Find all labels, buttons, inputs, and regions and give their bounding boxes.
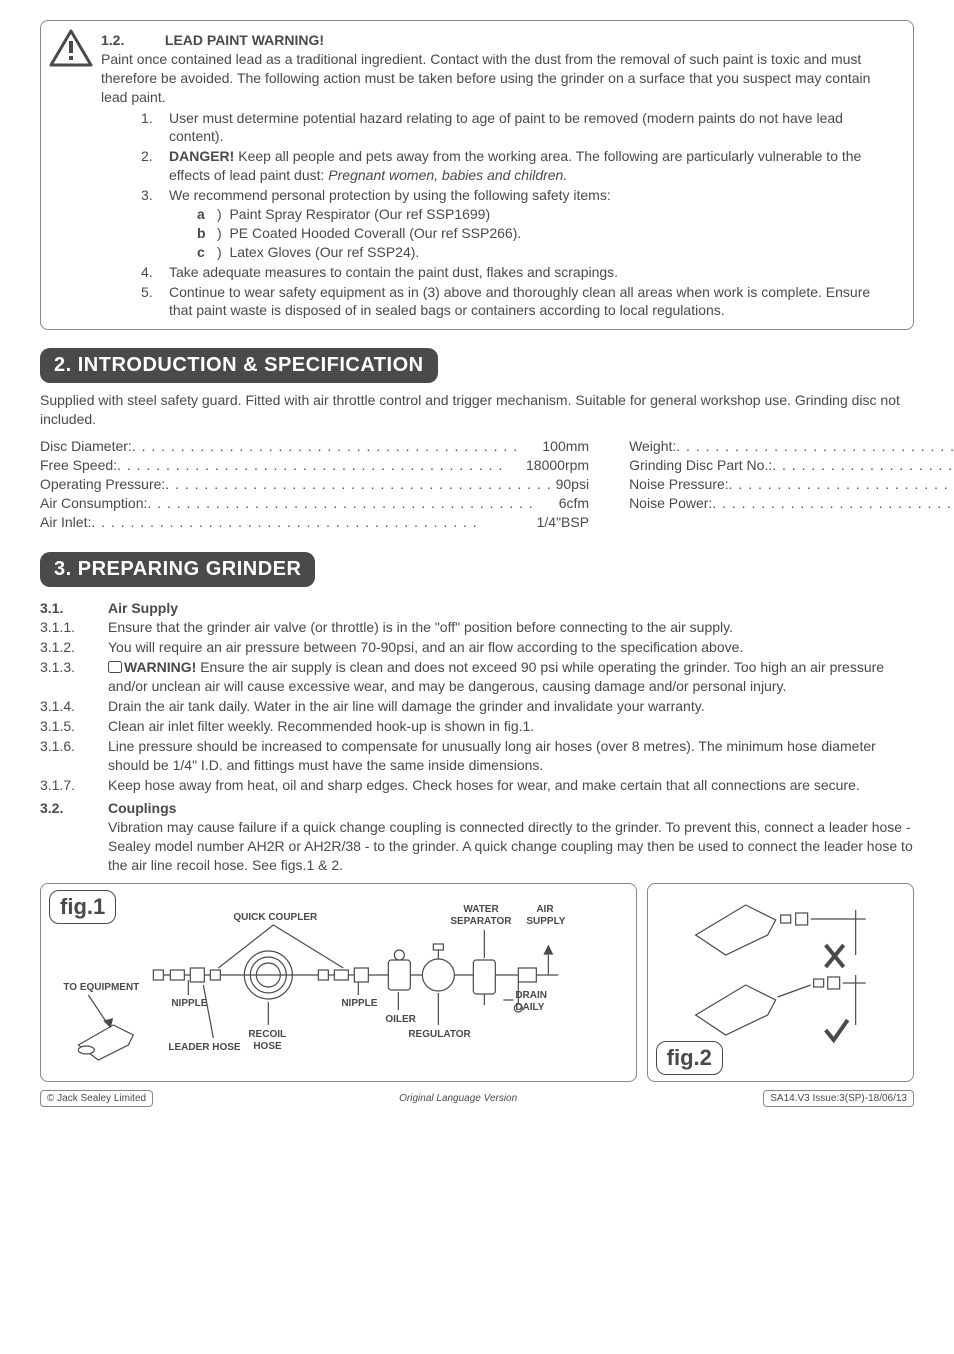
figures-row: fig.1 bbox=[40, 883, 914, 1082]
spec-row: Operating Pressure:90psi bbox=[40, 475, 589, 494]
s315-text: Clean air inlet filter weekly. Recommend… bbox=[108, 717, 914, 736]
s12-item-4: 4.Take adequate measures to contain the … bbox=[141, 263, 897, 282]
s316-num: 3.1.6. bbox=[40, 737, 108, 775]
s311-text: Ensure that the grinder air valve (or th… bbox=[108, 618, 914, 637]
lbl-daily: DAILY bbox=[515, 1002, 544, 1013]
s32-num: 3.2. bbox=[40, 799, 108, 818]
lbl-regulator: REGULATOR bbox=[408, 1029, 471, 1040]
spec-row: Disc Diameter:100mm bbox=[40, 437, 589, 456]
section-3-body: 3.1.Air Supply 3.1.1.Ensure that the gri… bbox=[40, 599, 914, 875]
spec-row: Weight:1kg bbox=[629, 437, 954, 456]
s32-body: Vibration may cause failure if a quick c… bbox=[108, 818, 914, 875]
s312-text: You will require an air pressure between… bbox=[108, 638, 914, 657]
s313-text: WARNING! Ensure the air supply is clean … bbox=[108, 658, 914, 696]
fig1-label: fig.1 bbox=[49, 890, 116, 924]
lbl-hose: HOSE bbox=[253, 1041, 282, 1052]
s315-num: 3.1.5. bbox=[40, 717, 108, 736]
warning-box: 1.2. LEAD PAINT WARNING! Paint once cont… bbox=[40, 20, 914, 330]
s12-intro: Paint once contained lead as a tradition… bbox=[57, 50, 897, 107]
s12-item-3a: a) Paint Spray Respirator (Our ref SSP16… bbox=[197, 205, 897, 224]
footer-center: Original Language Version bbox=[153, 1092, 763, 1106]
lbl-supply: SUPPLY bbox=[526, 916, 565, 927]
s313-num: 3.1.3. bbox=[40, 658, 108, 696]
s314-num: 3.1.4. bbox=[40, 697, 108, 716]
s312-num: 3.1.2. bbox=[40, 638, 108, 657]
lbl-separator: SEPARATOR bbox=[450, 916, 512, 927]
spec-row: Noise Pressure:108.69dB(A) bbox=[629, 475, 954, 494]
lbl-air: AIR bbox=[536, 904, 554, 915]
lbl-quick-coupler: QUICK COUPLER bbox=[233, 912, 318, 923]
s314-text: Drain the air tank daily. Water in the a… bbox=[108, 697, 914, 716]
warning-triangle-icon bbox=[49, 29, 93, 67]
footer-left: © Jack Sealey Limited bbox=[40, 1090, 153, 1108]
s316-text: Line pressure should be increased to com… bbox=[108, 737, 914, 775]
spec-row: Air Consumption:6cfm bbox=[40, 494, 589, 513]
page-footer: © Jack Sealey Limited Original Language … bbox=[40, 1090, 914, 1108]
fig2-label: fig.2 bbox=[656, 1041, 723, 1075]
fig1-diagram: TO EQUIPMENT NIPPLE LEADER HOSE QUICK CO… bbox=[47, 890, 630, 1070]
spec-col-left: Disc Diameter:100mm Free Speed:18000rpm … bbox=[40, 437, 589, 531]
s32-title: Couplings bbox=[108, 799, 914, 818]
spec-row: Noise Power:97.69dB(A) bbox=[629, 494, 954, 513]
fig1-box: fig.1 bbox=[40, 883, 637, 1082]
s12-item-1: 1.User must determine potential hazard r… bbox=[141, 109, 897, 147]
lbl-leader-hose: LEADER HOSE bbox=[168, 1042, 241, 1053]
s31-title: Air Supply bbox=[108, 599, 914, 618]
spec-table: Disc Diameter:100mm Free Speed:18000rpm … bbox=[40, 437, 914, 531]
warning-small-icon bbox=[108, 661, 122, 673]
s12-title: LEAD PAINT WARNING! bbox=[165, 32, 324, 48]
footer-right: SA14.V3 Issue:3(SP)-18/06/13 bbox=[763, 1090, 914, 1108]
s2-intro: Supplied with steel safety guard. Fitted… bbox=[40, 391, 914, 429]
s12-num: 1.2. bbox=[101, 31, 161, 50]
s12-item-3: 3.We recommend personal protection by us… bbox=[141, 186, 897, 262]
section-3-header: 3. PREPARING GRINDER bbox=[40, 552, 315, 587]
lbl-drain: DRAIN bbox=[515, 990, 547, 1001]
lbl-recoil: RECOIL bbox=[248, 1029, 286, 1040]
spec-col-right: Weight:1kg Grinding Disc Part No.:PTC/10… bbox=[629, 437, 954, 531]
spec-row: Air Inlet:1/4"BSP bbox=[40, 513, 589, 532]
s12-item-5: 5.Continue to wear safety equipment as i… bbox=[141, 283, 897, 321]
s311-num: 3.1.1. bbox=[40, 618, 108, 637]
section-2-header: 2. INTRODUCTION & SPECIFICATION bbox=[40, 348, 438, 383]
s12-item-2: 2.DANGER! Keep all people and pets away … bbox=[141, 147, 897, 185]
lbl-oiler: OILER bbox=[385, 1014, 416, 1025]
lbl-nipple: NIPPLE bbox=[171, 998, 207, 1009]
s12-list: 1.User must determine potential hazard r… bbox=[101, 109, 897, 321]
lbl-nipple2: NIPPLE bbox=[341, 998, 377, 1009]
spec-row: Grinding Disc Part No.:PTC/100G bbox=[629, 456, 954, 475]
s317-text: Keep hose away from heat, oil and sharp … bbox=[108, 776, 914, 795]
s12-item-3b: b) PE Coated Hooded Coverall (Our ref SS… bbox=[197, 224, 897, 243]
s12-item-3c: c) Latex Gloves (Our ref SSP24). bbox=[197, 243, 897, 262]
lbl-water: WATER bbox=[463, 904, 499, 915]
lbl-to-equipment: TO EQUIPMENT bbox=[63, 982, 139, 993]
spec-row: Free Speed:18000rpm bbox=[40, 456, 589, 475]
s317-num: 3.1.7. bbox=[40, 776, 108, 795]
s12-heading: 1.2. LEAD PAINT WARNING! bbox=[101, 31, 897, 50]
fig2-box: fig.2 bbox=[647, 883, 914, 1082]
s31-num: 3.1. bbox=[40, 599, 108, 618]
